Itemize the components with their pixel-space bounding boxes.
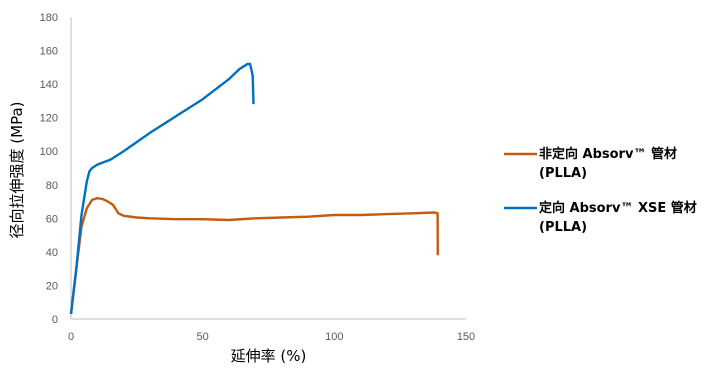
x-tick-label: 100 [325, 331, 343, 343]
y-tick-label: 180 [40, 12, 58, 24]
y-tick-label: 160 [40, 46, 58, 58]
y-tick-label: 140 [40, 79, 58, 91]
legend-item-2: 定向 Absorv™ XSE 管材 (PLLA) [504, 200, 697, 235]
y-tick-label: 40 [46, 247, 58, 259]
legend-label-line2: (PLLA) [539, 220, 587, 235]
legend-label-line2: (PLLA) [539, 166, 587, 181]
legend: 非定向 Absorv™ 管材 (PLLA) 定向 Absorv™ XSE 管材 (PL… [504, 146, 697, 235]
series-layer [69, 62, 439, 315]
y-tick-label: 120 [40, 113, 58, 125]
y-tick-label: 100 [40, 146, 58, 158]
y-tick-label: 0 [52, 314, 58, 326]
y-tick-label: 60 [46, 213, 58, 225]
series-line-1 [69, 196, 439, 315]
y-tick-labels: 0 20 40 60 80 100 120 140 160 180 [40, 12, 58, 326]
axes [70, 17, 466, 320]
x-tick-labels: 0 50 100 150 [68, 331, 475, 343]
legend-item-1: 非定向 Absorv™ 管材 (PLLA) [504, 146, 677, 181]
y-tick-label: 80 [46, 180, 58, 192]
x-tick-label: 0 [68, 331, 74, 343]
x-tick-label: 50 [197, 331, 209, 343]
legend-label: 定向 Absorv™ XSE 管材 [538, 200, 697, 216]
x-axis-title: 延伸率 (%) [231, 347, 307, 365]
y-tick-label: 20 [46, 280, 58, 292]
series-line-2 [69, 62, 255, 315]
legend-label: 非定向 Absorv™ 管材 [539, 146, 677, 162]
y-axis-title: 径向拉伸强度 (MPa) [8, 102, 26, 239]
x-tick-label: 150 [457, 331, 475, 343]
